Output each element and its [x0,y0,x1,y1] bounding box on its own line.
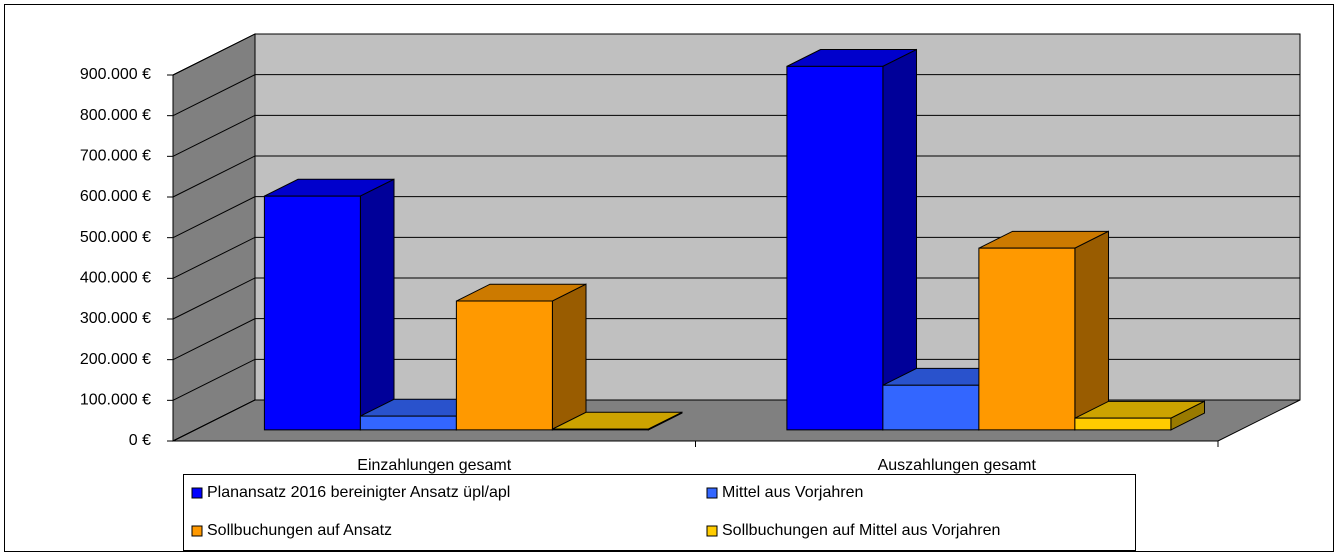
bar [978,247,1076,431]
y-tick-label: 600.000 € [80,188,151,205]
legend-label: Planansatz 2016 bereinigter Ansatz üpl/a… [207,484,510,501]
grid-line [172,196,1300,239]
y-tick-label: 400.000 € [80,270,151,287]
y-tick-label: 200.000 € [80,351,151,368]
y-tick-label: 300.000 € [80,310,151,327]
grid-line [172,155,1300,198]
bar [359,415,457,431]
x-tick-label: Auszahlungen gesamt [878,457,1037,474]
bar [263,195,361,431]
grid-line [172,114,1300,157]
y-tick-label: 700.000 € [80,148,151,165]
grid-line [172,277,1300,320]
x-tick-label: Einzahlungen gesamt [357,457,511,474]
bar [455,300,553,431]
back-wall [254,33,1301,401]
legend-swatch [706,525,718,537]
y-tick-label: 100.000 € [80,392,151,409]
grid-line [172,33,1300,76]
grid-line [172,74,1300,117]
grid-line [172,358,1300,401]
bar [1074,417,1172,431]
bar [882,384,980,431]
bar-side [359,178,395,431]
grid-line [172,236,1300,279]
legend-swatch [706,487,718,499]
bar [551,428,649,431]
y-tick-label: 500.000 € [80,229,151,246]
legend-label: Sollbuchungen auf Ansatz [207,522,392,539]
legend [183,474,1136,551]
legend-label: Mittel aus Vorjahren [722,484,863,501]
bar-side [1074,230,1110,431]
y-tick-label: 800.000 € [80,107,151,124]
legend-swatch [191,487,203,499]
y-tick-label: 0 € [129,432,151,449]
y-tick-label: 900.000 € [80,66,151,83]
legend-label: Sollbuchungen auf Mittel aus Vorjahren [722,522,1000,539]
legend-swatch [191,525,203,537]
grid-line [172,318,1300,361]
bar-side [551,283,587,431]
bar [786,65,884,431]
